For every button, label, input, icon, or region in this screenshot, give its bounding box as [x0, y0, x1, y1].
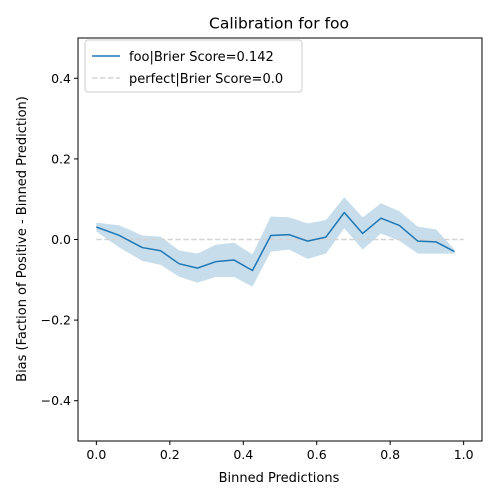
legend-label-foo: foo|Brier Score=0.142 [129, 50, 274, 65]
x-tick-label: 0.0 [86, 447, 106, 462]
foo-series-line [96, 211, 455, 272]
legend-box [84, 39, 303, 93]
x-tick-label: 0.2 [160, 447, 180, 462]
y-tick-label: 0.2 [51, 151, 71, 166]
x-axis-label: Binned Predictions [219, 471, 340, 486]
legend: foo|Brier Score=0.142 perfect|Brier Scor… [84, 39, 303, 93]
x-tick-label: 0.4 [233, 447, 253, 462]
confidence-band [96, 197, 455, 287]
x-tick-label: 1.0 [454, 447, 474, 462]
y-tick-label: −0.4 [41, 393, 71, 408]
y-axis-label: Bias (Faction of Positive - Binned Predi… [15, 96, 30, 382]
y-tick-label: 0.0 [51, 232, 71, 247]
legend-label-perfect: perfect|Brier Score=0.0 [129, 72, 283, 87]
y-tick-label: 0.4 [51, 71, 71, 86]
axes: 0.0 0.2 0.4 0.6 0.8 1.0 −0.4 −0.2 0.0 0.2 0.4 [41, 37, 483, 462]
x-tick-label: 0.8 [380, 447, 400, 462]
x-tick-label: 0.6 [307, 447, 327, 462]
chart-title: Calibration for foo [209, 15, 349, 33]
y-tick-label: −0.2 [41, 313, 71, 328]
plot-area [96, 197, 464, 287]
